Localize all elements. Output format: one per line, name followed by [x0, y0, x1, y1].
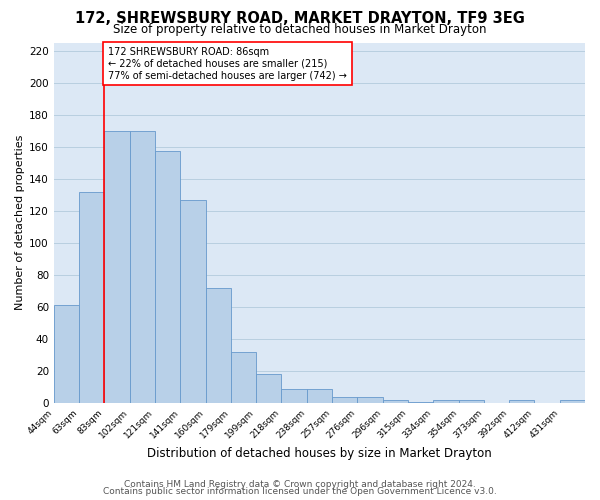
Bar [256, 374, 281, 403]
Bar [560, 400, 585, 403]
Bar [383, 400, 408, 403]
Bar [307, 388, 332, 403]
Text: 172, SHREWSBURY ROAD, MARKET DRAYTON, TF9 3EG: 172, SHREWSBURY ROAD, MARKET DRAYTON, TF… [75, 11, 525, 26]
Bar [433, 400, 458, 403]
Bar [509, 400, 535, 403]
Bar [358, 396, 383, 403]
Y-axis label: Number of detached properties: Number of detached properties [15, 135, 25, 310]
Text: 172 SHREWSBURY ROAD: 86sqm
← 22% of detached houses are smaller (215)
77% of sem: 172 SHREWSBURY ROAD: 86sqm ← 22% of deta… [108, 48, 347, 80]
Bar [332, 396, 358, 403]
Bar [54, 306, 79, 403]
Text: Contains HM Land Registry data © Crown copyright and database right 2024.: Contains HM Land Registry data © Crown c… [124, 480, 476, 489]
Text: Contains public sector information licensed under the Open Government Licence v3: Contains public sector information licen… [103, 487, 497, 496]
Bar [180, 200, 206, 403]
Bar [408, 402, 433, 403]
Text: Size of property relative to detached houses in Market Drayton: Size of property relative to detached ho… [113, 22, 487, 36]
Bar [458, 400, 484, 403]
Bar [206, 288, 231, 403]
Bar [231, 352, 256, 403]
Bar [155, 152, 180, 403]
Bar [281, 388, 307, 403]
X-axis label: Distribution of detached houses by size in Market Drayton: Distribution of detached houses by size … [147, 447, 492, 460]
Bar [130, 130, 155, 403]
Bar [104, 130, 130, 403]
Bar [79, 192, 104, 403]
